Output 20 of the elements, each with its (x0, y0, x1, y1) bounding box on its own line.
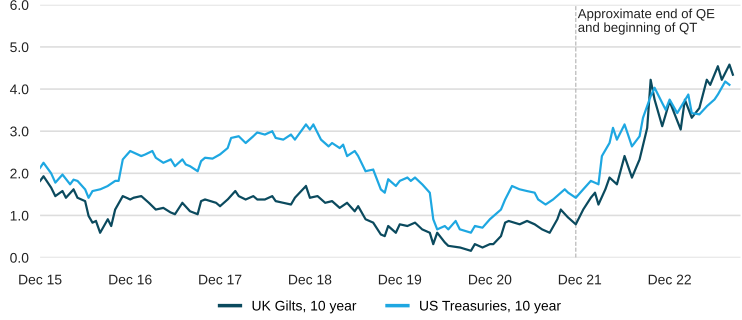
legend-label: UK Gilts, 10 year (252, 300, 356, 314)
x-tick-label: Dec 19 (378, 274, 422, 284)
x-tick-label: Dec 20 (469, 274, 512, 284)
y-tick-label: 5.0 (10, 42, 28, 52)
y-tick-label: 6.0 (10, 0, 28, 10)
line-series (40, 64, 734, 252)
x-tick-label: Dec 15 (19, 274, 62, 284)
x-tick-label: Dec 16 (109, 274, 152, 284)
y-tick-label: 4.0 (10, 84, 28, 94)
x-tick-label: Dec 18 (289, 274, 332, 284)
x-tick-label: Dec 22 (648, 274, 691, 284)
y-tick-label: 3.0 (10, 126, 28, 136)
legend-label: US Treasuries, 10 year (420, 300, 561, 314)
x-tick-label: Dec 21 (558, 274, 602, 284)
y-tick-label: 0.0 (10, 252, 28, 263)
y-tick-label: 1.0 (10, 210, 28, 221)
y-tick-label: 2.0 (10, 168, 28, 179)
x-tick-label: Dec 17 (199, 274, 242, 284)
ref-line-label: Approximate end of QE and beginning of QT (578, 8, 714, 35)
line-series (40, 80, 731, 234)
